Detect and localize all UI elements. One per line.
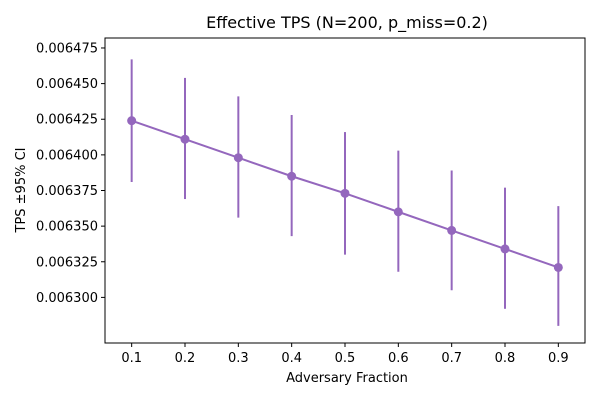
chart-title: Effective TPS (N=200, p_miss=0.2) bbox=[206, 13, 488, 33]
x-tick-label: 0.8 bbox=[495, 351, 516, 366]
x-axis-label: Adversary Fraction bbox=[286, 371, 408, 386]
x-tick-label: 0.1 bbox=[121, 351, 142, 366]
data-point bbox=[340, 188, 350, 198]
y-axis: 0.006300 0.006325 0.006350 0.006375 0.006400… bbox=[36, 41, 105, 306]
data-point bbox=[393, 207, 403, 217]
data-point bbox=[180, 134, 190, 144]
y-tick-label: 0.006375 bbox=[36, 184, 98, 199]
data-point bbox=[287, 171, 297, 181]
y-axis-label: TPS ±95% CI bbox=[14, 148, 29, 234]
x-tick-label: 0.6 bbox=[388, 351, 409, 366]
y-tick-label: 0.006350 bbox=[36, 220, 98, 235]
y-tick-label: 0.006400 bbox=[36, 148, 98, 163]
x-axis: 0.1 0.2 0.3 0.4 0.5 0.6 0.7 0.8 0.9 bbox=[121, 343, 569, 366]
y-tick-label: 0.006300 bbox=[36, 291, 98, 306]
data-point bbox=[553, 262, 563, 272]
x-tick-label: 0.5 bbox=[335, 351, 356, 366]
x-tick-label: 0.4 bbox=[281, 351, 302, 366]
data-point bbox=[500, 244, 510, 254]
y-tick-label: 0.006325 bbox=[36, 255, 98, 270]
x-tick-label: 0.2 bbox=[175, 351, 196, 366]
x-tick-label: 0.7 bbox=[441, 351, 462, 366]
data-point bbox=[127, 116, 137, 126]
data-point bbox=[233, 153, 243, 163]
y-tick-label: 0.006450 bbox=[36, 77, 98, 92]
y-tick-label: 0.006475 bbox=[36, 41, 98, 56]
data-point bbox=[447, 225, 457, 235]
x-tick-label: 0.3 bbox=[228, 351, 249, 366]
plot-area bbox=[127, 59, 563, 326]
y-tick-label: 0.006425 bbox=[36, 113, 98, 128]
x-tick-label: 0.9 bbox=[548, 351, 569, 366]
